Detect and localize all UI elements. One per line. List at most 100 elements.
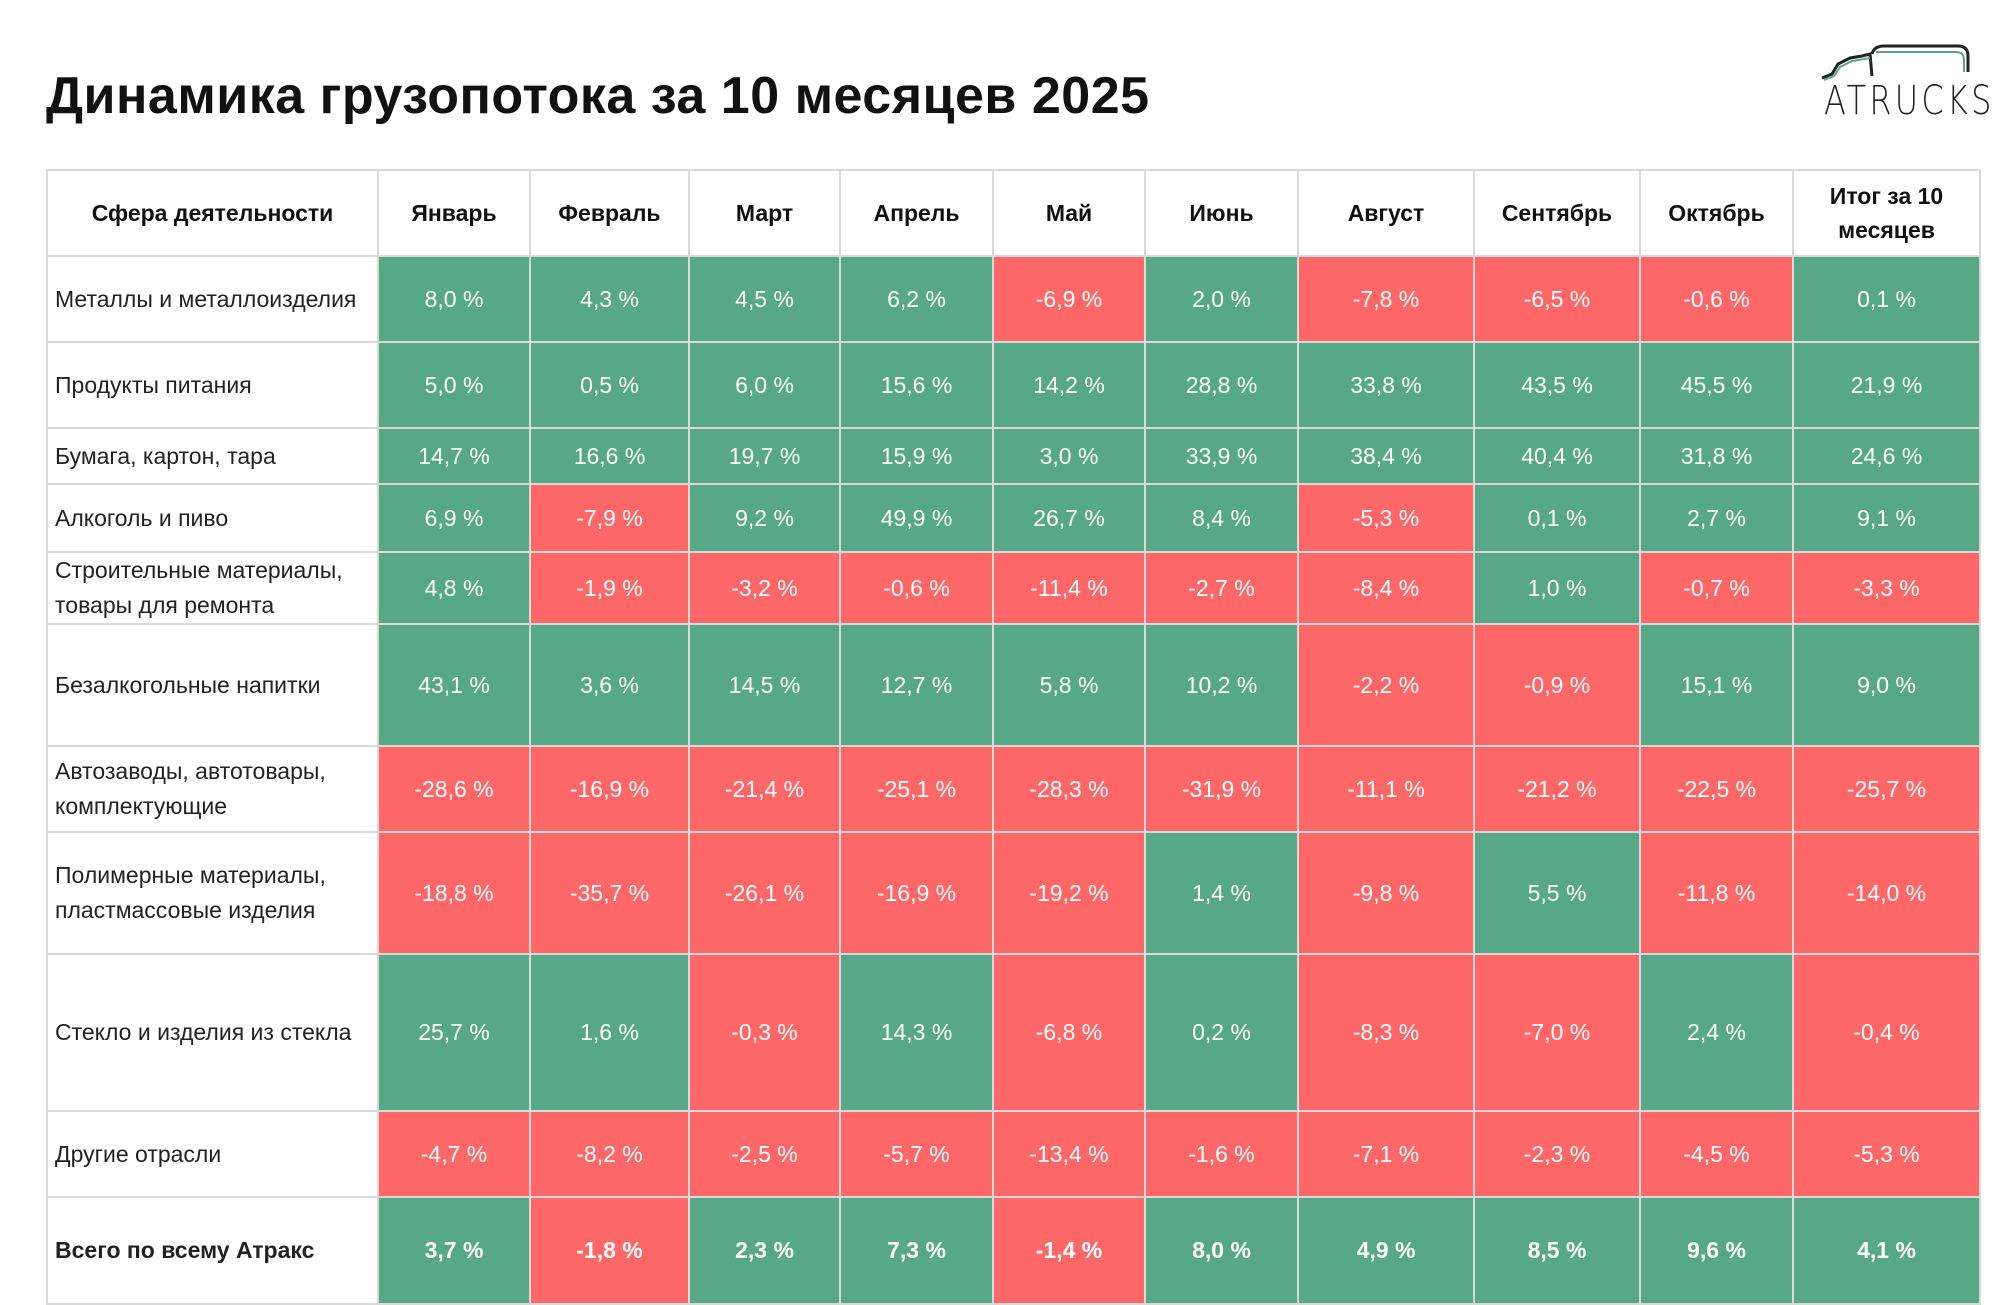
value-cell: 38,4 % xyxy=(1297,427,1475,485)
value-cell: 8,4 % xyxy=(1144,483,1299,553)
column-header: Май xyxy=(992,169,1146,257)
sector-label: Металлы и металлоизделия xyxy=(46,255,379,343)
value-cell: 10,2 % xyxy=(1144,623,1299,747)
value-cell: -11,8 % xyxy=(1639,831,1794,955)
value-cell: -0,6 % xyxy=(839,551,994,625)
value-cell: -6,5 % xyxy=(1473,255,1641,343)
column-header: Апрель xyxy=(839,169,994,257)
value-cell: -7,8 % xyxy=(1297,255,1475,343)
value-cell: 1,0 % xyxy=(1473,551,1641,625)
value-cell: 40,4 % xyxy=(1473,427,1641,485)
header-row: Сфера деятельности Январь Февраль Март Апрел… xyxy=(46,169,1981,257)
value-cell: -3,2 % xyxy=(688,551,841,625)
value-cell: 4,5 % xyxy=(688,255,841,343)
value-cell: 6,2 % xyxy=(839,255,994,343)
value-cell: 8,5 % xyxy=(1473,1196,1641,1305)
value-cell: -2,2 % xyxy=(1297,623,1475,747)
sector-label: Бумага, картон, тара xyxy=(46,427,379,485)
value-cell: 2,3 % xyxy=(688,1196,841,1305)
value-cell: 2,7 % xyxy=(1639,483,1794,553)
value-cell: 1,6 % xyxy=(529,953,690,1112)
value-cell: -11,1 % xyxy=(1297,745,1475,833)
value-cell: -25,7 % xyxy=(1792,745,1981,833)
value-cell: -7,9 % xyxy=(529,483,690,553)
value-cell: 33,9 % xyxy=(1144,427,1299,485)
value-cell: -0,3 % xyxy=(688,953,841,1112)
value-cell: -11,4 % xyxy=(992,551,1146,625)
value-cell: -8,4 % xyxy=(1297,551,1475,625)
value-cell: -18,8 % xyxy=(377,831,531,955)
table-row: Полимерные материалы, пластмассовые изде… xyxy=(46,831,1981,955)
value-cell: -0,9 % xyxy=(1473,623,1641,747)
value-cell: 16,6 % xyxy=(529,427,690,485)
value-cell: 2,0 % xyxy=(1144,255,1299,343)
value-cell: 24,6 % xyxy=(1792,427,1981,485)
value-cell: 26,7 % xyxy=(992,483,1146,553)
value-cell: 6,0 % xyxy=(688,341,841,429)
value-cell: -8,3 % xyxy=(1297,953,1475,1112)
sector-label: Продукты питания xyxy=(46,341,379,429)
value-cell: 31,8 % xyxy=(1639,427,1794,485)
table-row: Алкоголь и пиво 6,9 % -7,9 % 9,2 % 49,9 % 26,… xyxy=(46,483,1981,553)
value-cell: 0,2 % xyxy=(1144,953,1299,1112)
value-cell: 0,5 % xyxy=(529,341,690,429)
table-row: Металлы и металлоизделия 8,0 % 4,3 % 4,5 % 6… xyxy=(46,255,1981,343)
value-cell: 4,1 % xyxy=(1792,1196,1981,1305)
column-header: Февраль xyxy=(529,169,690,257)
value-cell: -35,7 % xyxy=(529,831,690,955)
value-cell: 15,9 % xyxy=(839,427,994,485)
value-cell: -6,8 % xyxy=(992,953,1146,1112)
sector-label: Другие отрасли xyxy=(46,1110,379,1198)
value-cell: -9,8 % xyxy=(1297,831,1475,955)
value-cell: -21,2 % xyxy=(1473,745,1641,833)
value-cell: -2,5 % xyxy=(688,1110,841,1198)
column-header-sector: Сфера деятельности xyxy=(46,169,379,257)
logo-text: ATRUCKS xyxy=(1824,78,1995,124)
value-cell: 9,6 % xyxy=(1639,1196,1794,1305)
table-row: Бумага, картон, тара 14,7 % 16,6 % 19,7 % 15… xyxy=(46,427,1981,485)
sector-label: Автозаводы, автотовары, комплектующие xyxy=(46,745,379,833)
value-cell: 9,0 % xyxy=(1792,623,1981,747)
value-cell: 3,0 % xyxy=(992,427,1146,485)
truck-outline-icon xyxy=(1821,44,1970,81)
value-cell: 3,7 % xyxy=(377,1196,531,1305)
sector-label: Стекло и изделия из стекла xyxy=(46,953,379,1112)
value-cell: -0,6 % xyxy=(1639,255,1794,343)
sector-label: Полимерные материалы, пластмассовые изде… xyxy=(46,831,379,955)
sector-label: Алкоголь и пиво xyxy=(46,483,379,553)
column-header: Июнь xyxy=(1144,169,1299,257)
value-cell: 14,2 % xyxy=(992,341,1146,429)
value-cell: -7,0 % xyxy=(1473,953,1641,1112)
table-row: Продукты питания 5,0 % 0,5 % 6,0 % 15,6 % 14,… xyxy=(46,341,1981,429)
value-cell: -19,2 % xyxy=(992,831,1146,955)
value-cell: -2,3 % xyxy=(1473,1110,1641,1198)
value-cell: 6,9 % xyxy=(377,483,531,553)
value-cell: 15,6 % xyxy=(839,341,994,429)
value-cell: -2,7 % xyxy=(1144,551,1299,625)
value-cell: -28,6 % xyxy=(377,745,531,833)
value-cell: -4,5 % xyxy=(1639,1110,1794,1198)
value-cell: 2,4 % xyxy=(1639,953,1794,1112)
value-cell: 4,3 % xyxy=(529,255,690,343)
total-row: Всего по всему Атракс 3,7 % -1,8 % 2,3 % 7,3… xyxy=(46,1196,1981,1305)
value-cell: -0,7 % xyxy=(1639,551,1794,625)
column-header: Сентябрь xyxy=(1473,169,1641,257)
value-cell: 4,8 % xyxy=(377,551,531,625)
value-cell: -1,4 % xyxy=(992,1196,1146,1305)
value-cell: -3,3 % xyxy=(1792,551,1981,625)
value-cell: 21,9 % xyxy=(1792,341,1981,429)
value-cell: 0,1 % xyxy=(1473,483,1641,553)
freight-dynamics-table: Сфера деятельности Январь Февраль Март Апрел… xyxy=(46,169,1981,1305)
value-cell: 19,7 % xyxy=(688,427,841,485)
value-cell: 8,0 % xyxy=(1144,1196,1299,1305)
sector-label: Строительные материалы, товары для ремон… xyxy=(46,551,379,625)
value-cell: 14,3 % xyxy=(839,953,994,1112)
value-cell: -21,4 % xyxy=(688,745,841,833)
value-cell: -26,1 % xyxy=(688,831,841,955)
value-cell: 43,5 % xyxy=(1473,341,1641,429)
column-header: Март xyxy=(688,169,841,257)
value-cell: 49,9 % xyxy=(839,483,994,553)
table-row: Стекло и изделия из стекла 25,7 % 1,6 % -0,… xyxy=(46,953,1981,1112)
value-cell: 9,1 % xyxy=(1792,483,1981,553)
value-cell: -1,8 % xyxy=(529,1196,690,1305)
